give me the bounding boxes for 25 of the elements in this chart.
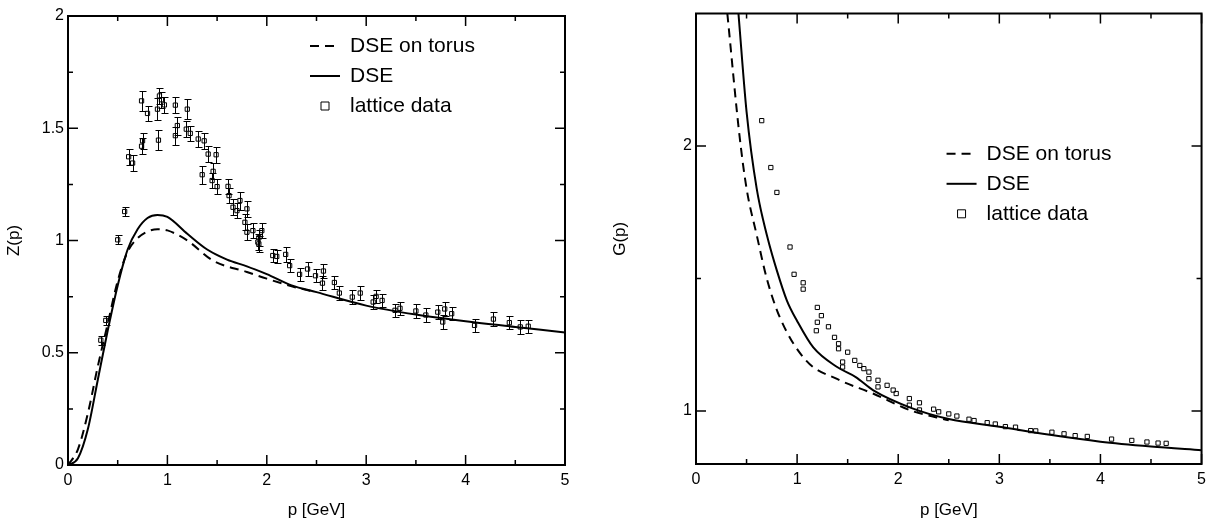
y-axis-title: G(p)	[609, 221, 629, 256]
legend-label: DSE on torus	[350, 32, 475, 56]
legend-label: DSE	[350, 62, 394, 86]
x-tick-label: 2	[262, 471, 272, 489]
y-axis-title: Z(p)	[3, 224, 23, 257]
y-tick-label: 1	[55, 230, 65, 248]
x-tick-label: 4	[1095, 470, 1105, 488]
x-tick-label: 1	[162, 471, 172, 489]
x-tick-label: 4	[461, 471, 471, 489]
x-tick-label: 3	[361, 471, 371, 489]
legend-label: DSE on torus	[986, 140, 1112, 164]
x-tick-label: 3	[994, 470, 1004, 488]
legend-label: lattice data	[350, 92, 452, 116]
x-tick-label: 1	[792, 470, 802, 488]
y-tick-label: 0.5	[41, 343, 65, 361]
x-tick-label: 2	[893, 470, 903, 488]
x-axis-title: p [GeV]	[287, 500, 346, 520]
legend-label: lattice data	[986, 200, 1089, 224]
x-tick-label: 5	[1197, 470, 1207, 488]
y-tick-label: 2	[55, 6, 65, 24]
y-tick-label: 0	[55, 455, 65, 473]
y-tick-label: 1.5	[41, 118, 65, 136]
x-axis-title: p [GeV]	[919, 500, 978, 520]
x-tick-label: 5	[560, 471, 570, 489]
legend-label: DSE	[986, 170, 1030, 194]
